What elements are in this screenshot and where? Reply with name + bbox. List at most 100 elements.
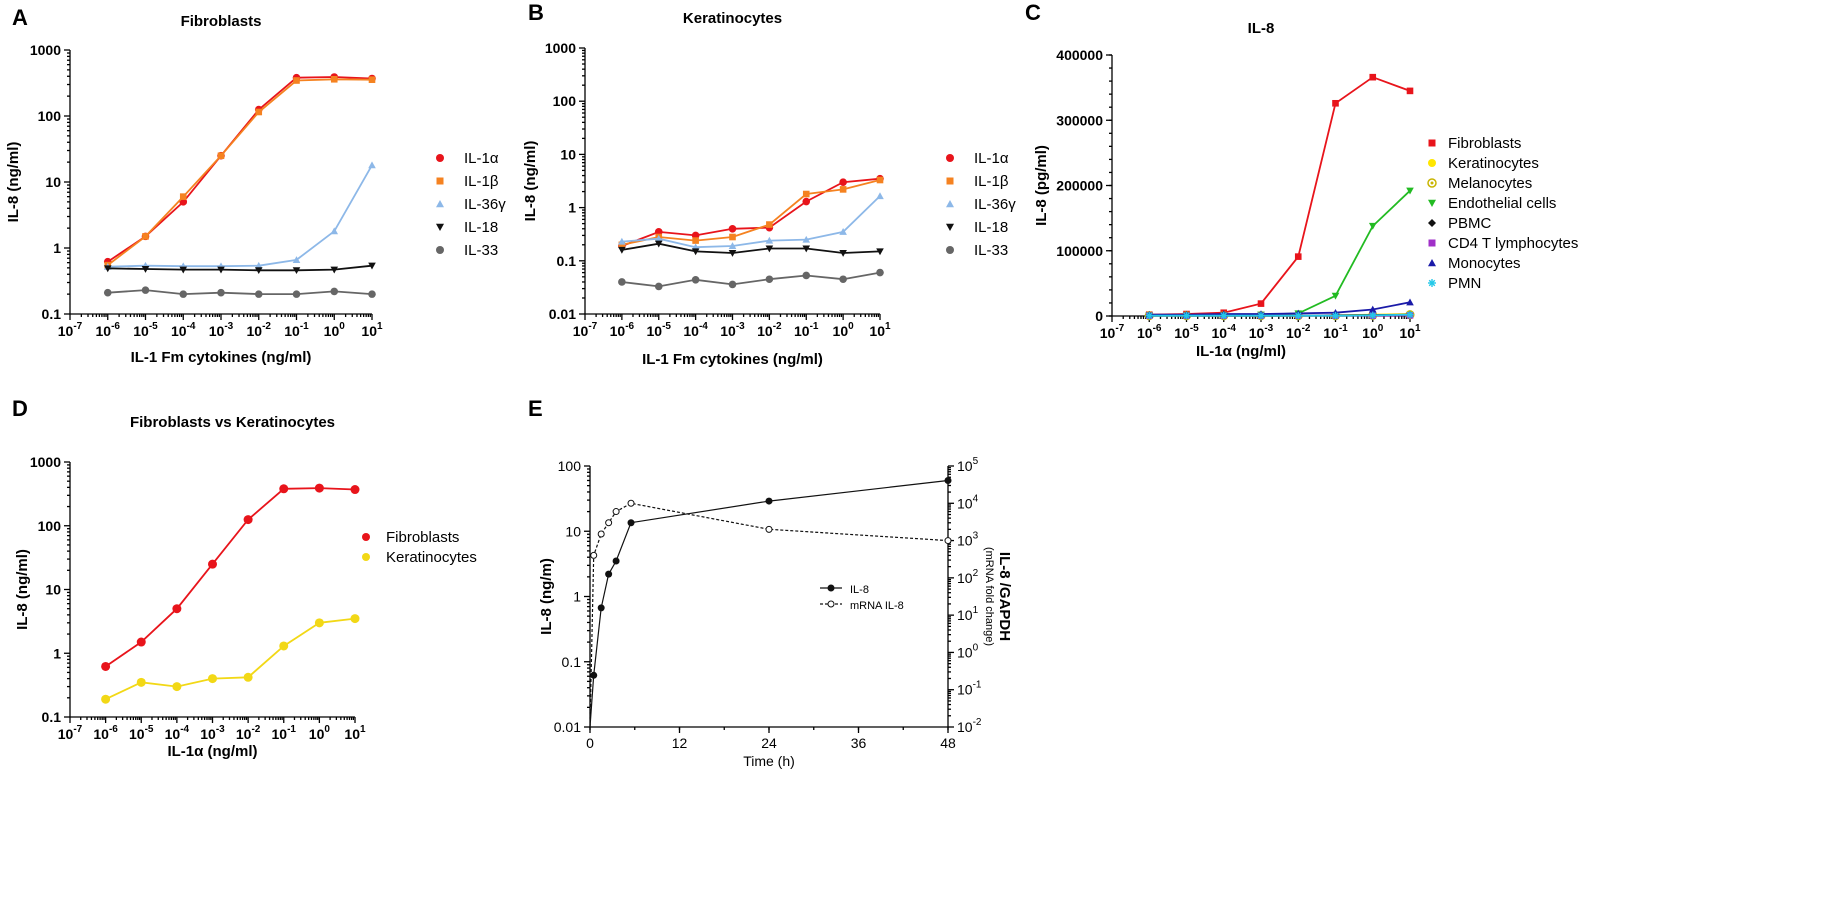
series-endothelial-cells [1145, 187, 1414, 320]
legend-item: IL-1β [436, 173, 499, 190]
y2-axis-sublabel: (mRNA fold change) [983, 547, 995, 646]
y-tick-label: 0.1 [557, 253, 577, 269]
x-tick-label: 10-6 [1137, 323, 1162, 341]
axes [584, 465, 954, 733]
x-axis-label: IL-1 Fm cytokines (ng/ml) [131, 349, 312, 366]
x-tick-label: 10-4 [165, 724, 190, 742]
data-point [691, 275, 700, 284]
legend: IL-1α IL-1β IL-36γ IL-18 IL-33 [946, 150, 1016, 259]
data-point [618, 241, 626, 249]
data-point [618, 246, 626, 254]
data-point [1219, 311, 1228, 320]
data-point [802, 190, 810, 198]
y-tick-label: 200000 [1056, 178, 1103, 194]
data-point [802, 271, 811, 280]
data-point [1406, 310, 1414, 319]
panel-label-d: D [12, 396, 28, 421]
data-point [314, 483, 324, 493]
y-axis-label: IL-8 (ng/ml) [5, 142, 22, 223]
x-tick-label: 10-3 [200, 724, 225, 742]
data-point [179, 198, 188, 206]
y-tick-label: 1000 [30, 454, 61, 470]
axes [64, 461, 356, 723]
data-point [350, 614, 360, 624]
x-tick-label: 10-6 [96, 321, 121, 339]
data-point [172, 604, 182, 614]
x-tick-label: 10-3 [1249, 323, 1274, 341]
series-pmn [1145, 310, 1414, 320]
series-line [621, 242, 881, 254]
y2-tick-label: 10-1 [957, 680, 982, 698]
y-tick-label: 100 [38, 518, 62, 534]
data-point-d2 [1332, 312, 1339, 319]
x-tick-label: 10-4 [1212, 323, 1237, 341]
data-point [141, 286, 150, 294]
legend-item: PBMC [1428, 215, 1492, 232]
y-tick-label: 0.1 [42, 306, 62, 322]
legend-marker [362, 533, 370, 541]
data-point-d2 [1369, 312, 1376, 319]
legend-label: PMN [1448, 275, 1481, 292]
legend-item: mRNA IL-8 [820, 600, 904, 612]
data-point [618, 237, 626, 245]
x-tick-label: 10-1 [1323, 323, 1348, 341]
x-tick-label: 100 [309, 724, 331, 742]
x-tick-label: 10-1 [272, 724, 297, 742]
data-point [627, 499, 635, 507]
y-tick-label: 10 [45, 582, 61, 598]
x-tick-label: 10-5 [133, 321, 158, 339]
legend-item: Keratinocytes [1428, 155, 1539, 172]
data-point [876, 248, 884, 256]
x-tick-label: 10-4 [683, 321, 708, 339]
data-point [208, 559, 217, 569]
series-line [589, 502, 949, 728]
chart-title: Fibroblasts vs Keratinocytes [130, 414, 335, 431]
chart-panel-a: A Fibroblasts 0.1 1 10 100 1000 10-7 10-6 10-5 10-… [5, 5, 506, 366]
legend-marker [1428, 199, 1436, 207]
data-point [944, 537, 952, 545]
legend-marker [1428, 219, 1436, 227]
data-point [368, 161, 376, 169]
data-point [292, 256, 301, 263]
legend-label: IL-36γ [464, 196, 506, 213]
data-point-d2 [1257, 312, 1265, 319]
data-point [314, 618, 324, 628]
x-tick-label: 10-6 [93, 724, 118, 742]
legend-marker [1428, 159, 1436, 167]
x-axis-label: Time (h) [743, 753, 795, 769]
legend-label: IL-18 [464, 219, 498, 236]
data-point [1257, 311, 1265, 320]
data-point [179, 193, 187, 200]
x-tick-label: 0 [586, 735, 594, 751]
x-tick-label: 10-7 [58, 724, 83, 742]
data-point [729, 233, 736, 241]
y-tick-label: 10 [565, 523, 581, 539]
series-keratinocytes [101, 614, 360, 704]
data-point [612, 508, 620, 516]
y-tick-label: 10 [560, 146, 576, 162]
data-point [243, 515, 253, 525]
data-point [1331, 311, 1340, 320]
data-point [217, 266, 225, 274]
series-il-36- [103, 161, 376, 270]
legend-label: IL-1β [974, 173, 1009, 190]
legend-marker [436, 200, 444, 208]
data-point [590, 671, 598, 679]
data-point [1145, 311, 1154, 320]
legend-label: Monocytes [1448, 255, 1521, 272]
y2-axis-label: IL-8 /GAPDH [996, 552, 1013, 641]
data-point [590, 551, 598, 559]
legend-marker [1428, 259, 1436, 267]
legend-marker [827, 600, 835, 608]
series-line [1149, 76, 1411, 316]
data-point-d2 [1295, 312, 1302, 319]
legend-marker [946, 246, 954, 254]
y-axis-label: IL-8 (ng/ml) [14, 549, 31, 630]
data-point [802, 197, 811, 206]
x-tick-label: 10-4 [171, 321, 196, 339]
y2-tick-label: 105 [957, 456, 979, 474]
legend-marker [946, 154, 954, 162]
data-point [103, 288, 112, 297]
x-axis-label: IL-1 Fm cytokines (ng/ml) [642, 351, 823, 368]
x-tick-label: 10-2 [247, 321, 272, 339]
